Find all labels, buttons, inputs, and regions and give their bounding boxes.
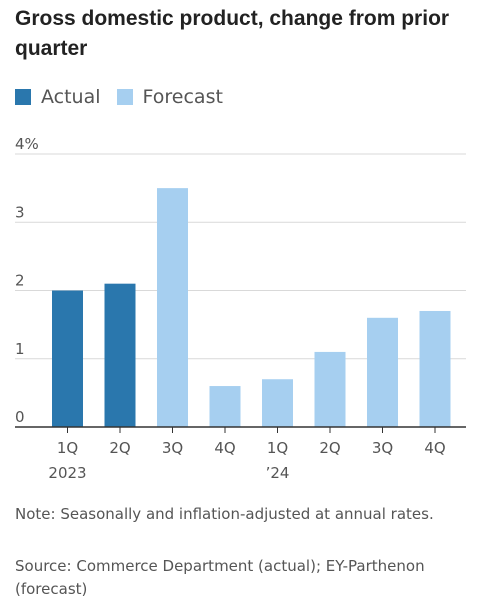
bar-3 — [157, 188, 188, 427]
x-tick-label: 3Q — [372, 439, 393, 457]
x-tick-label: 1Q — [267, 439, 288, 457]
x-tick-label: 1Q — [57, 439, 78, 457]
y-tick-label: 1 — [15, 340, 25, 358]
y-tick-label: 0 — [15, 408, 25, 426]
bar-8 — [419, 310, 451, 427]
bar-6 — [314, 351, 346, 427]
legend-label-forecast: Forecast — [142, 86, 223, 108]
x-tick-label: 2023 — [48, 464, 86, 482]
legend-item-actual: Actual — [15, 86, 101, 108]
x-tick-label: 2Q — [319, 439, 340, 457]
chart-note: Note: Seasonally and inflation-adjusted … — [15, 505, 434, 523]
x-tick-label: 3Q — [162, 439, 183, 457]
legend-swatch-forecast — [116, 89, 133, 105]
legend-item-forecast: Forecast — [116, 86, 223, 108]
legend-label-actual: Actual — [41, 86, 101, 108]
chart-source: Source: Commerce Department (actual); EY… — [15, 557, 425, 598]
x-tick-label: 2Q — [109, 439, 130, 457]
y-tick-label: 4% — [15, 135, 39, 153]
x-tick-label: ’24 — [266, 464, 290, 482]
bar-7 — [367, 317, 398, 427]
bar-1 — [52, 290, 83, 427]
bar-2 — [104, 283, 136, 427]
bar-4 — [209, 386, 241, 427]
chart-title: Gross domestic product, change from prio… — [15, 7, 450, 60]
x-tick-label: 4Q — [214, 439, 235, 457]
legend: Actual Forecast — [15, 86, 239, 108]
bar-5 — [262, 379, 293, 427]
x-tick-label: 4Q — [424, 439, 445, 457]
bar-chart: 0 1 2 3 4% 1Q 2023 2Q 3Q 4Q 1Q ’24 2Q 3Q 4Q — [15, 135, 466, 482]
legend-swatch-actual — [15, 89, 31, 105]
y-tick-label: 3 — [15, 203, 25, 221]
y-tick-label: 2 — [15, 272, 25, 290]
